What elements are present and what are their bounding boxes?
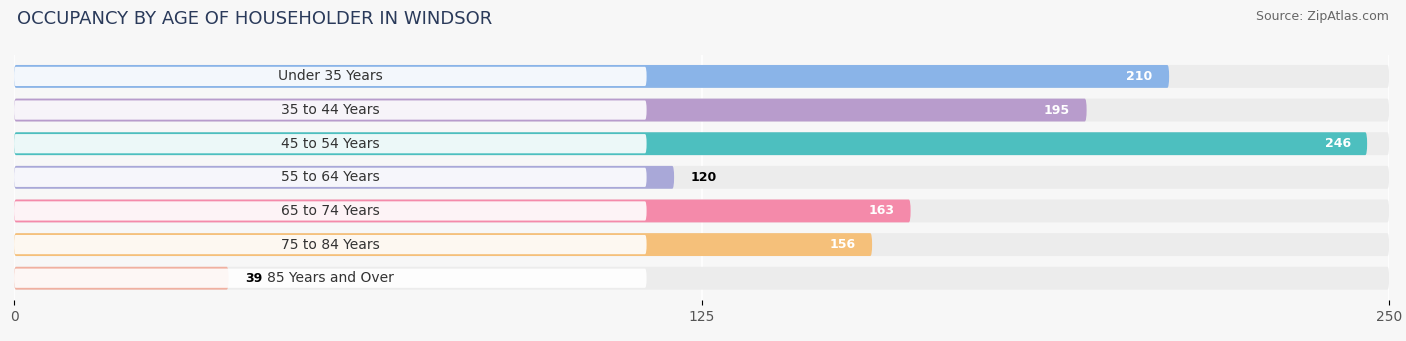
Text: 210: 210 [1126,70,1153,83]
FancyBboxPatch shape [14,235,647,254]
Text: 246: 246 [1324,137,1351,150]
Text: Under 35 Years: Under 35 Years [278,70,382,84]
FancyBboxPatch shape [14,199,911,222]
Text: 120: 120 [690,171,717,184]
FancyBboxPatch shape [14,267,229,290]
FancyBboxPatch shape [14,65,1389,88]
FancyBboxPatch shape [14,132,1367,155]
FancyBboxPatch shape [14,99,1087,121]
Text: 195: 195 [1045,104,1070,117]
FancyBboxPatch shape [14,233,1389,256]
FancyBboxPatch shape [14,132,1389,155]
FancyBboxPatch shape [14,166,1389,189]
Text: Source: ZipAtlas.com: Source: ZipAtlas.com [1256,10,1389,23]
Text: 35 to 44 Years: 35 to 44 Years [281,103,380,117]
FancyBboxPatch shape [14,101,647,120]
Text: 55 to 64 Years: 55 to 64 Years [281,170,380,184]
Text: 65 to 74 Years: 65 to 74 Years [281,204,380,218]
Text: 45 to 54 Years: 45 to 54 Years [281,137,380,151]
Text: 163: 163 [868,205,894,218]
FancyBboxPatch shape [14,168,647,187]
FancyBboxPatch shape [14,99,1389,121]
Text: OCCUPANCY BY AGE OF HOUSEHOLDER IN WINDSOR: OCCUPANCY BY AGE OF HOUSEHOLDER IN WINDS… [17,10,492,28]
FancyBboxPatch shape [14,134,647,153]
FancyBboxPatch shape [14,233,872,256]
FancyBboxPatch shape [14,199,1389,222]
FancyBboxPatch shape [14,269,647,288]
Text: 39: 39 [245,272,263,285]
Text: 75 to 84 Years: 75 to 84 Years [281,238,380,252]
Text: 85 Years and Over: 85 Years and Over [267,271,394,285]
FancyBboxPatch shape [14,67,647,86]
FancyBboxPatch shape [14,166,673,189]
FancyBboxPatch shape [14,65,1170,88]
FancyBboxPatch shape [14,267,1389,290]
FancyBboxPatch shape [14,201,647,221]
Text: 156: 156 [830,238,856,251]
